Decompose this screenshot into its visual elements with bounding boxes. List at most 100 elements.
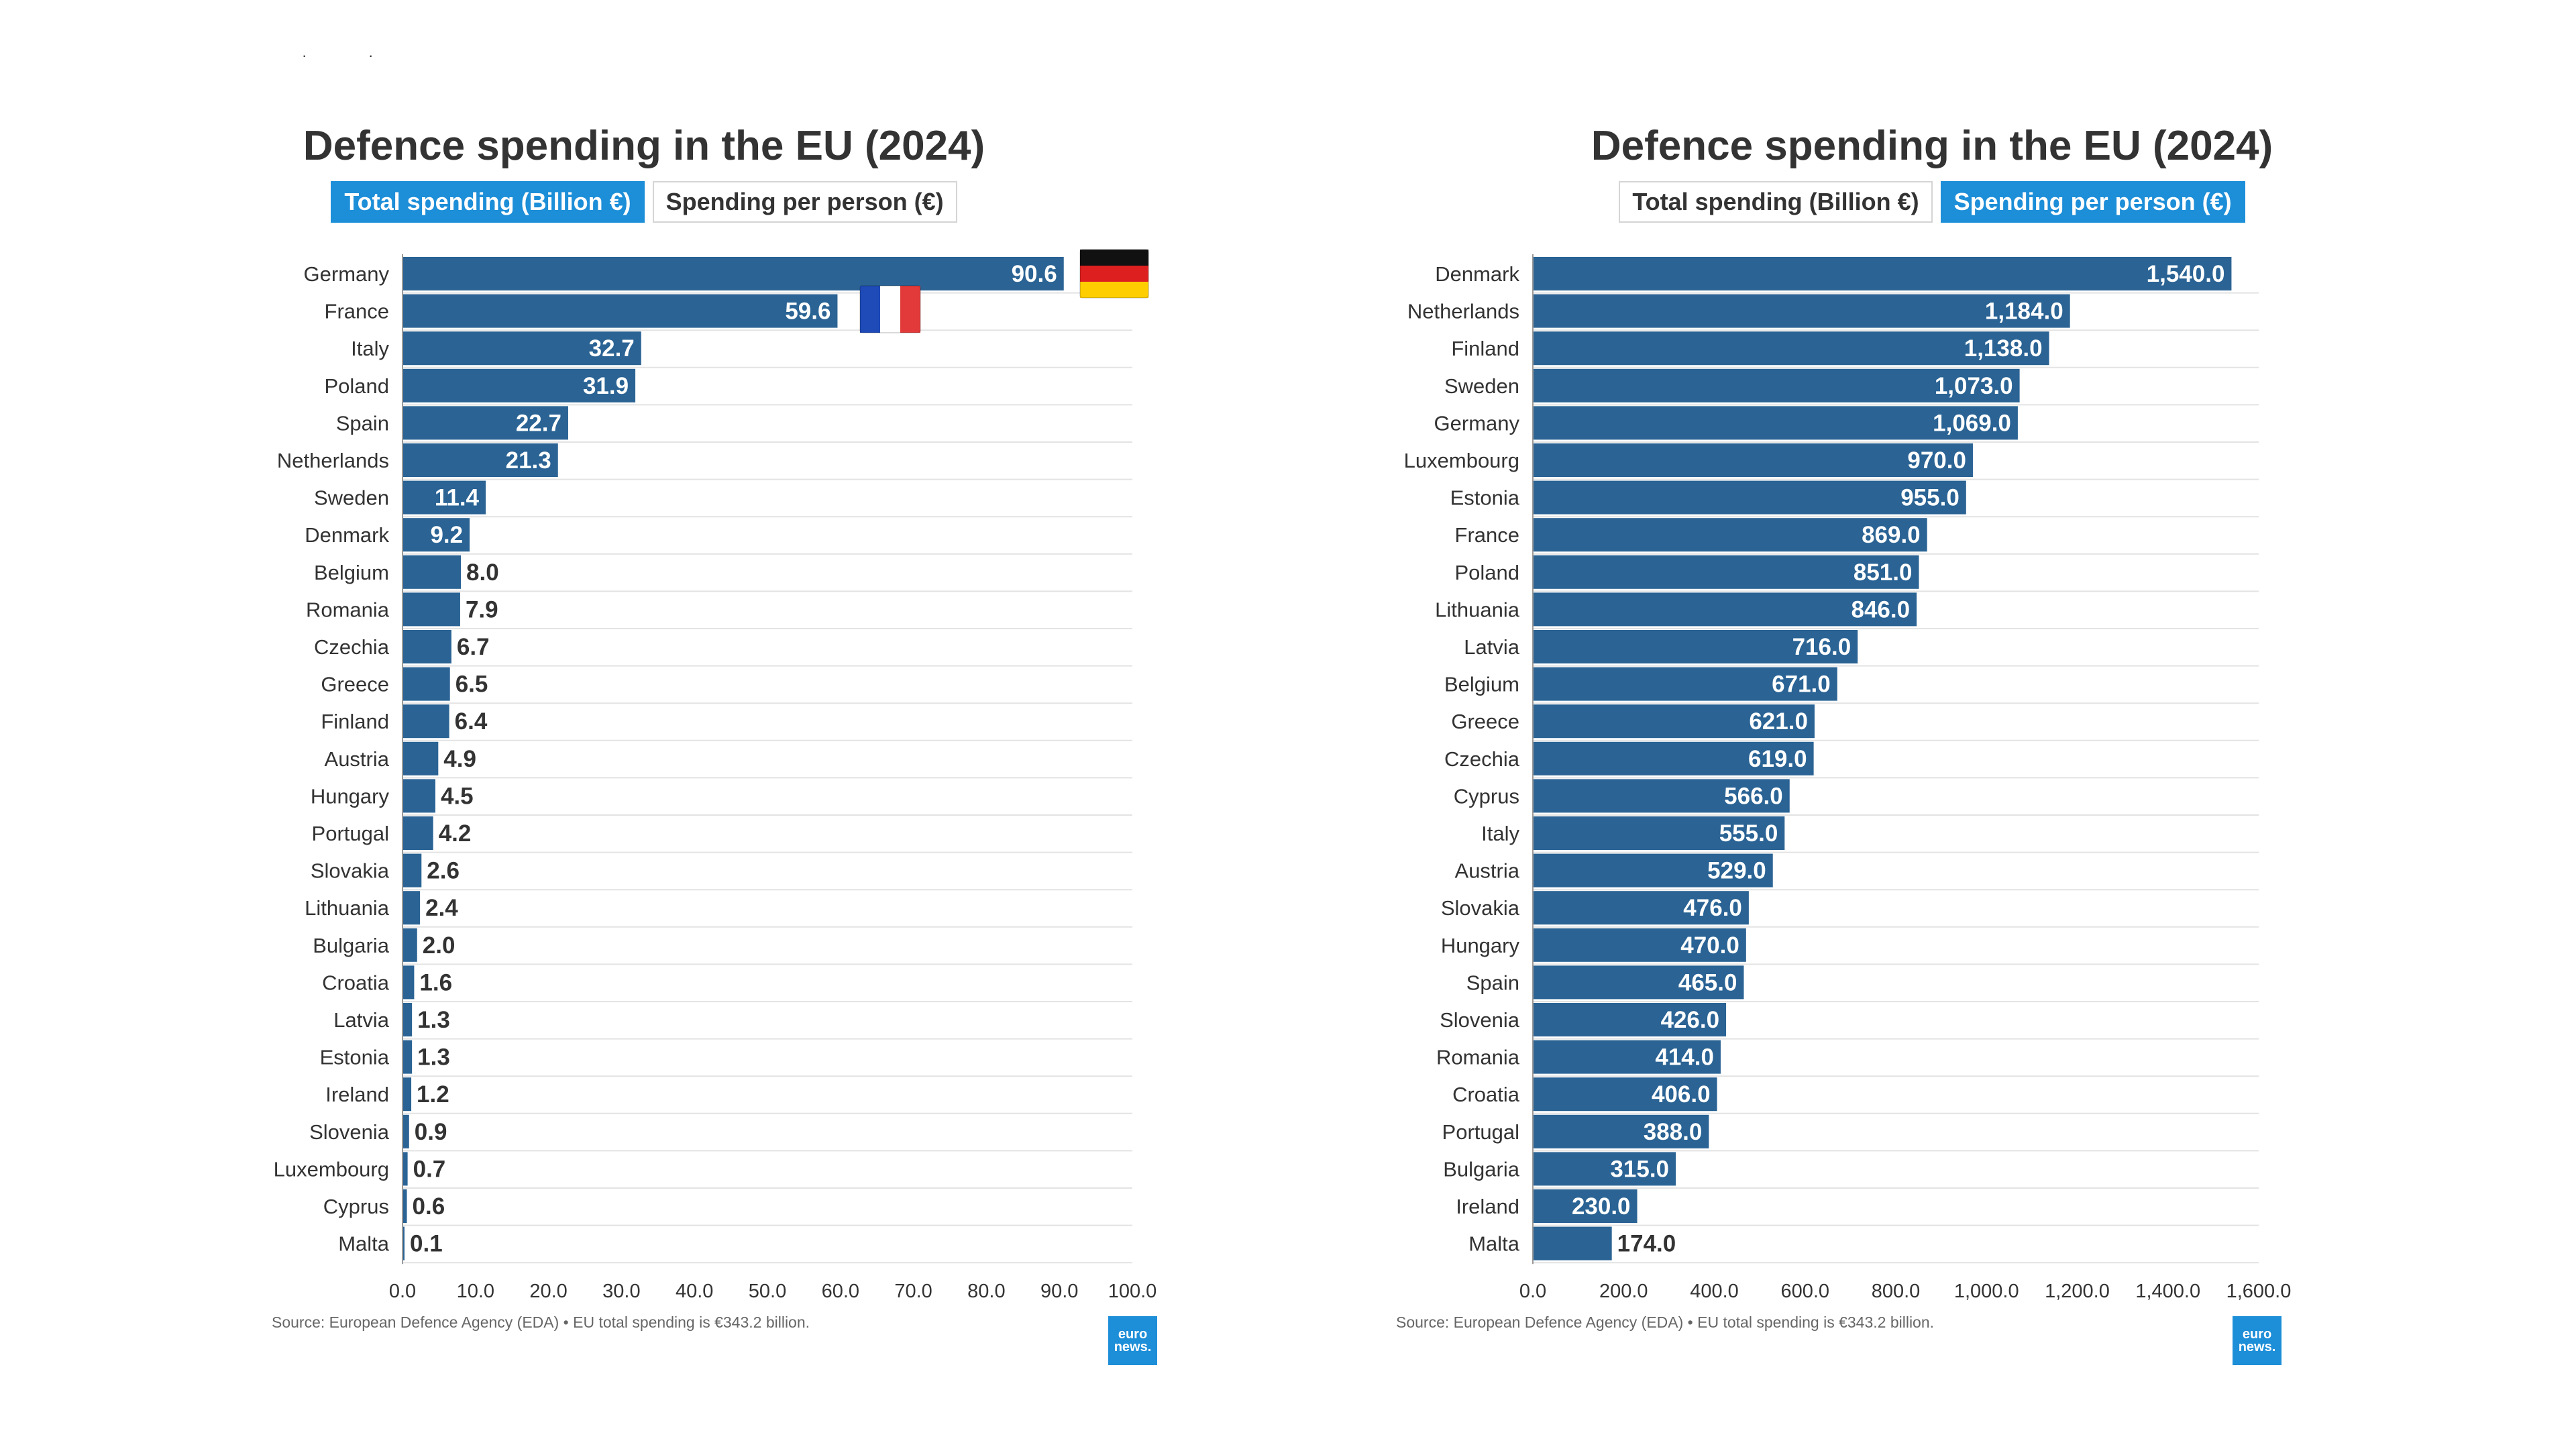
bar[interactable]: [1533, 1152, 1676, 1186]
bar[interactable]: [1533, 443, 1973, 477]
value-label: 90.6: [1012, 261, 1057, 287]
logo-line-1: euro: [2242, 1326, 2272, 1342]
category-label: Cyprus: [323, 1195, 389, 1218]
bar[interactable]: [402, 1114, 409, 1148]
bar[interactable]: [402, 555, 462, 589]
bar[interactable]: [402, 331, 641, 366]
bar[interactable]: [1533, 555, 1919, 589]
chart-title: Defence spending in the EU (2024): [1591, 123, 2273, 169]
bar[interactable]: [402, 704, 449, 739]
value-label: 32.7: [589, 335, 635, 362]
bar[interactable]: [1533, 779, 1790, 813]
bar[interactable]: [402, 928, 417, 962]
bar[interactable]: [402, 1077, 412, 1112]
bar[interactable]: [1533, 1226, 1612, 1260]
value-label: 426.0: [1660, 1007, 1719, 1033]
bar[interactable]: [1533, 741, 1814, 775]
bar[interactable]: [1533, 1040, 1721, 1074]
france-flag-icon: [859, 285, 921, 333]
category-label: Netherlands: [277, 449, 389, 472]
value-label: 6.4: [455, 708, 488, 735]
category-label: Czechia: [314, 635, 390, 659]
bar[interactable]: [402, 1226, 405, 1260]
value-label: 555.0: [1719, 820, 1778, 847]
bar[interactable]: [402, 630, 451, 663]
bar[interactable]: [402, 368, 636, 402]
value-label: 6.5: [455, 672, 488, 698]
bar[interactable]: [402, 741, 439, 775]
category-label: Hungary: [1441, 934, 1520, 957]
bar[interactable]: [402, 592, 460, 627]
category-label: Belgium: [1444, 673, 1519, 696]
category-label: Italy: [351, 337, 389, 360]
bar[interactable]: [402, 1040, 413, 1074]
tab-total-spending[interactable]: Total spending (Billion €): [1619, 181, 1933, 223]
value-label: 0.6: [413, 1193, 445, 1220]
bar[interactable]: [402, 1152, 408, 1186]
category-label: Austria: [325, 747, 390, 771]
bar[interactable]: [402, 257, 1064, 290]
category-label: Spain: [1466, 971, 1519, 994]
value-label: 7.9: [466, 596, 498, 623]
bar[interactable]: [1533, 704, 1815, 739]
category-label: Slovenia: [309, 1120, 390, 1144]
bar[interactable]: [1533, 368, 2020, 402]
bar[interactable]: [1533, 928, 1746, 962]
value-label: 21.3: [506, 447, 551, 474]
bar[interactable]: [1533, 518, 1927, 552]
bar[interactable]: [1533, 1077, 1717, 1112]
bar[interactable]: [402, 891, 421, 925]
value-label: 4.5: [441, 783, 474, 809]
value-label: 2.6: [427, 858, 460, 884]
bar[interactable]: [1533, 965, 1744, 1000]
bar[interactable]: [402, 443, 558, 477]
bar[interactable]: [1533, 891, 1749, 925]
category-label: Slovakia: [311, 859, 390, 883]
tab-total-spending[interactable]: Total spending (Billion €): [331, 181, 645, 223]
category-label: Denmark: [305, 523, 389, 547]
bar[interactable]: [1533, 1189, 1638, 1223]
value-label: 388.0: [1644, 1119, 1703, 1145]
value-label: 671.0: [1772, 672, 1831, 698]
category-label: Ireland: [325, 1083, 389, 1106]
bar[interactable]: [402, 518, 470, 552]
bar[interactable]: [1533, 592, 1917, 627]
bar[interactable]: [1533, 630, 1858, 663]
tab-spending-per-person[interactable]: Spending per person (€): [652, 181, 957, 223]
value-label: 1,069.0: [1933, 410, 2011, 436]
bar[interactable]: [402, 1003, 413, 1036]
bar[interactable]: [402, 294, 838, 328]
value-label: 1,540.0: [2147, 261, 2225, 287]
bar[interactable]: [1533, 853, 1773, 888]
value-label: 1.2: [417, 1081, 449, 1108]
bar[interactable]: [1533, 294, 2070, 328]
bar[interactable]: [402, 965, 415, 1000]
bar[interactable]: [402, 480, 486, 515]
value-label: 0.7: [413, 1156, 446, 1182]
bar[interactable]: [402, 667, 450, 701]
x-tick-label: 80.0: [967, 1281, 1005, 1302]
bar[interactable]: [1533, 1114, 1709, 1148]
x-tick-label: 200.0: [1599, 1281, 1648, 1302]
bar[interactable]: [1533, 1003, 1727, 1036]
euronews-logo[interactable]: euro news.: [2233, 1316, 2282, 1365]
bar[interactable]: [402, 406, 568, 440]
bar[interactable]: [1533, 406, 2018, 440]
tab-spending-per-person[interactable]: Spending per person (€): [1940, 181, 2245, 223]
bar[interactable]: [1533, 480, 1966, 515]
bar[interactable]: [1533, 816, 1785, 850]
value-label: 1,184.0: [1985, 299, 2063, 325]
bar[interactable]: [1533, 667, 1837, 701]
bar[interactable]: [1533, 331, 2049, 366]
bar[interactable]: [402, 816, 433, 850]
euronews-logo[interactable]: euro news.: [1108, 1316, 1157, 1365]
bar[interactable]: [402, 853, 422, 888]
bar[interactable]: [1533, 257, 2232, 290]
bar[interactable]: [402, 779, 435, 813]
value-label: 230.0: [1572, 1193, 1631, 1220]
bar[interactable]: [402, 1189, 407, 1223]
x-tick-label: 800.0: [1872, 1281, 1921, 1302]
value-label: 846.0: [1851, 596, 1911, 623]
value-label: 315.0: [1610, 1156, 1669, 1182]
value-label: 1.6: [419, 969, 452, 996]
